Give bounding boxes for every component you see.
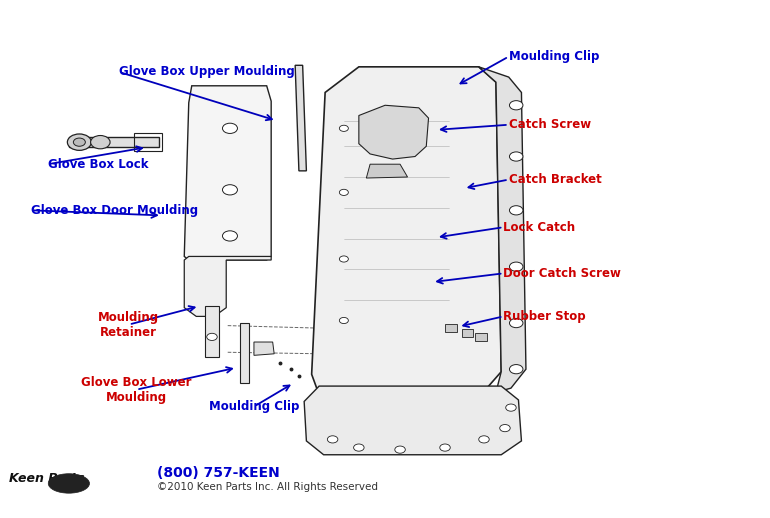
Circle shape bbox=[510, 365, 523, 374]
Text: Keen Parts: Keen Parts bbox=[8, 472, 84, 485]
Circle shape bbox=[67, 134, 92, 150]
Circle shape bbox=[223, 185, 237, 195]
Text: Moulding
Retainer: Moulding Retainer bbox=[99, 311, 159, 339]
Polygon shape bbox=[312, 67, 501, 395]
Circle shape bbox=[510, 100, 523, 110]
Polygon shape bbox=[184, 86, 271, 260]
Circle shape bbox=[440, 444, 450, 451]
Text: Moulding Clip: Moulding Clip bbox=[509, 50, 599, 63]
Bar bbox=[475, 333, 487, 341]
Circle shape bbox=[500, 425, 511, 431]
Polygon shape bbox=[359, 105, 429, 159]
Circle shape bbox=[506, 404, 516, 411]
Text: Moulding Clip: Moulding Clip bbox=[209, 400, 299, 413]
Text: Door Catch Screw: Door Catch Screw bbox=[504, 267, 621, 280]
Circle shape bbox=[223, 123, 237, 134]
Text: Glove Box Upper Moulding: Glove Box Upper Moulding bbox=[119, 65, 295, 78]
Polygon shape bbox=[206, 306, 219, 357]
Circle shape bbox=[510, 206, 523, 215]
Circle shape bbox=[510, 152, 523, 161]
Polygon shape bbox=[304, 386, 521, 455]
Polygon shape bbox=[69, 137, 159, 147]
Text: Catch Screw: Catch Screw bbox=[509, 118, 591, 131]
Text: ©2010 Keen Parts Inc. All Rights Reserved: ©2010 Keen Parts Inc. All Rights Reserve… bbox=[156, 482, 377, 492]
Circle shape bbox=[91, 136, 110, 149]
Circle shape bbox=[510, 262, 523, 271]
Text: Rubber Stop: Rubber Stop bbox=[504, 310, 586, 323]
Bar bbox=[461, 329, 474, 337]
Text: (800) 757-KEEN: (800) 757-KEEN bbox=[156, 466, 280, 480]
Circle shape bbox=[340, 189, 348, 195]
Text: Glove Box Lower
Moulding: Glove Box Lower Moulding bbox=[81, 376, 192, 404]
Text: Glove Box Lock: Glove Box Lock bbox=[48, 157, 149, 171]
Text: Catch Bracket: Catch Bracket bbox=[509, 173, 601, 186]
Circle shape bbox=[340, 318, 348, 324]
Text: Glove Box Door Moulding: Glove Box Door Moulding bbox=[32, 204, 199, 217]
Polygon shape bbox=[184, 256, 271, 316]
Circle shape bbox=[327, 436, 338, 443]
Circle shape bbox=[479, 436, 489, 443]
Circle shape bbox=[206, 333, 217, 340]
Circle shape bbox=[73, 138, 85, 146]
Bar bbox=[445, 324, 457, 332]
Polygon shape bbox=[367, 164, 407, 178]
Polygon shape bbox=[254, 342, 274, 355]
Polygon shape bbox=[479, 67, 526, 392]
Polygon shape bbox=[295, 65, 306, 171]
Text: Lock Catch: Lock Catch bbox=[504, 221, 576, 234]
Circle shape bbox=[340, 256, 348, 262]
Circle shape bbox=[395, 446, 405, 453]
Circle shape bbox=[223, 231, 237, 241]
Circle shape bbox=[340, 125, 348, 132]
Ellipse shape bbox=[49, 474, 89, 493]
Circle shape bbox=[510, 319, 523, 328]
Circle shape bbox=[353, 444, 364, 451]
Polygon shape bbox=[239, 323, 249, 383]
